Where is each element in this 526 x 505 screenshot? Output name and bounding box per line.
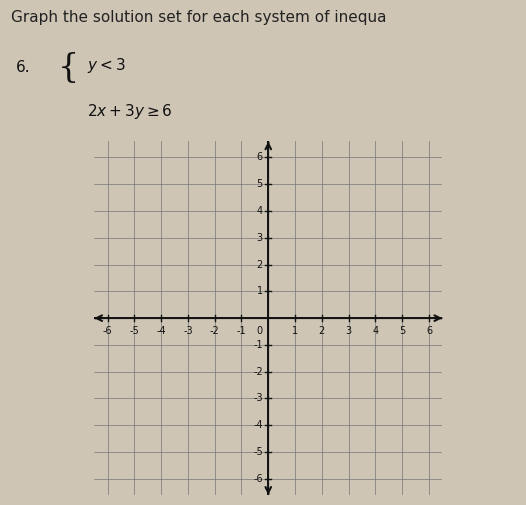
Text: Graph the solution set for each system of inequa: Graph the solution set for each system o… [11,10,386,25]
Text: -4: -4 [254,420,263,430]
Text: 3: 3 [257,233,263,243]
Text: 6: 6 [426,326,432,336]
Text: -1: -1 [254,340,263,350]
Text: 3: 3 [346,326,352,336]
Text: -3: -3 [183,326,193,336]
Text: $2x + 3y \geq 6$: $2x + 3y \geq 6$ [87,103,173,121]
Text: -5: -5 [129,326,139,336]
Text: 6.: 6. [16,60,31,75]
Text: 1: 1 [257,286,263,296]
Text: 2: 2 [257,260,263,270]
Text: 4: 4 [372,326,378,336]
Text: 1: 1 [292,326,298,336]
Text: -6: -6 [254,474,263,484]
Text: 5: 5 [257,179,263,189]
Text: -6: -6 [103,326,113,336]
Text: 0: 0 [257,326,263,336]
Text: {: { [58,52,79,83]
Text: 6: 6 [257,153,263,163]
Text: 2: 2 [319,326,325,336]
Text: -2: -2 [210,326,219,336]
Text: 5: 5 [399,326,406,336]
Text: $y < 3$: $y < 3$ [87,56,125,75]
Text: -5: -5 [253,447,263,457]
Text: -1: -1 [237,326,246,336]
Text: -2: -2 [253,367,263,377]
Text: -4: -4 [156,326,166,336]
Text: 4: 4 [257,206,263,216]
Text: -3: -3 [254,393,263,403]
